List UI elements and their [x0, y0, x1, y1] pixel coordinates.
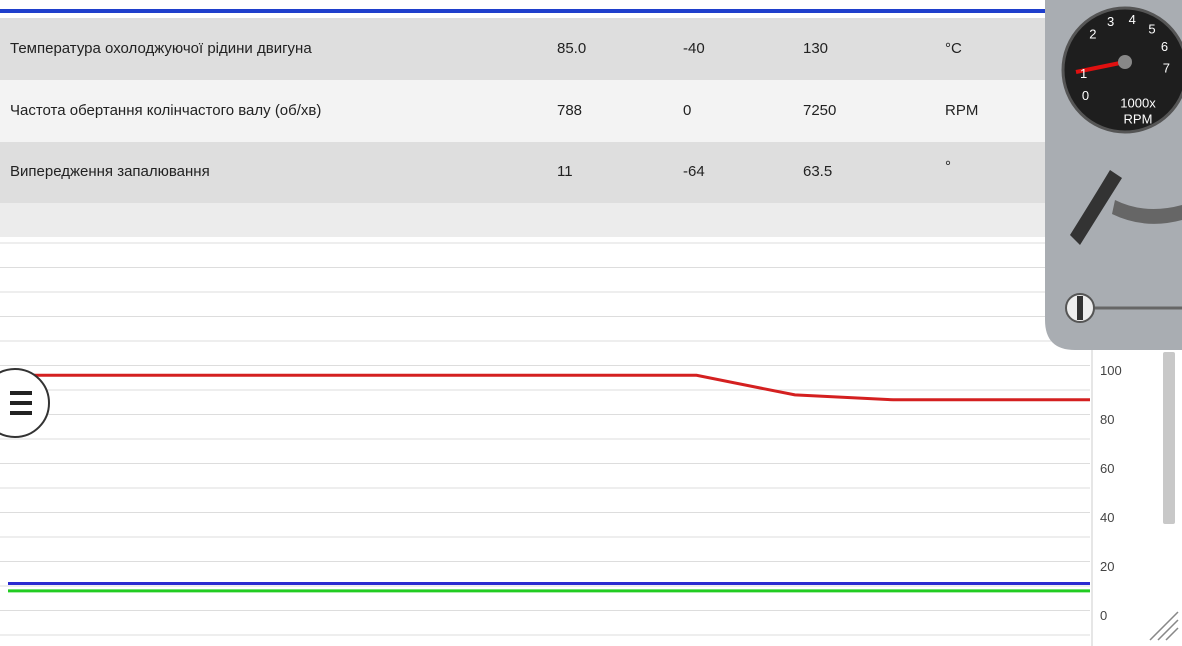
cell: ° [945, 158, 951, 175]
dial [1061, 6, 1182, 134]
gauge-unit: 1000x [1120, 95, 1156, 110]
gauge-unit: RPM [1124, 111, 1153, 126]
y-tick-label: 60 [1100, 461, 1114, 476]
needle [1075, 60, 1126, 74]
cell: 0 [683, 102, 691, 119]
gauge-label: 5 [1148, 21, 1155, 36]
cell: RPM [945, 102, 978, 119]
cell: 130 [803, 40, 828, 57]
cell: 85.0 [557, 40, 586, 57]
row-bg [0, 18, 1060, 80]
cell: °C [945, 40, 962, 57]
cell: Частота обертання колінчастого валу (об/… [10, 102, 321, 119]
y-tick-label: 80 [1100, 412, 1114, 427]
row-bg [0, 80, 1060, 142]
chart [0, 242, 1090, 636]
row-bg [0, 142, 1060, 203]
cell: Випередження запалювання [10, 163, 210, 180]
menu-button[interactable] [0, 368, 50, 438]
gauge-label: 0 [1082, 88, 1089, 103]
y-tick-label: 40 [1100, 510, 1114, 525]
cell: 7250 [803, 102, 836, 119]
gauge-label: 6 [1161, 39, 1168, 54]
menu-bar [10, 401, 32, 405]
row-bg [0, 203, 1060, 237]
cell: 788 [557, 102, 582, 119]
gauge-label: 7 [1163, 61, 1170, 76]
menu-bar [10, 391, 32, 395]
menu-bar [10, 411, 32, 415]
cell: Температура охолоджуючої рідини двигуна [10, 40, 312, 57]
cable [1112, 200, 1182, 224]
series-line [8, 373, 1090, 402]
gauge-label: 2 [1089, 26, 1096, 41]
cell: 63.5 [803, 163, 832, 180]
table: Температура охолоджуючої рідини двигуна 8… [10, 40, 978, 180]
gauge-label: 1 [1080, 66, 1087, 81]
needle-hub [1118, 55, 1132, 69]
cell: -40 [683, 40, 705, 57]
gauge-label: 4 [1129, 12, 1136, 27]
y-tick-label: 0 [1100, 608, 1107, 623]
top-bar [0, 9, 1182, 13]
y-tick-label: 100 [1100, 363, 1122, 378]
pedal [1070, 170, 1122, 245]
scrollbar[interactable] [1163, 352, 1175, 524]
resize-grip[interactable] [1149, 611, 1179, 641]
knob-grip [1077, 296, 1083, 320]
cell: 11 [557, 163, 573, 180]
cell: -64 [683, 163, 705, 180]
gauge-label: 3 [1107, 14, 1114, 29]
y-tick-label: 20 [1100, 559, 1114, 574]
